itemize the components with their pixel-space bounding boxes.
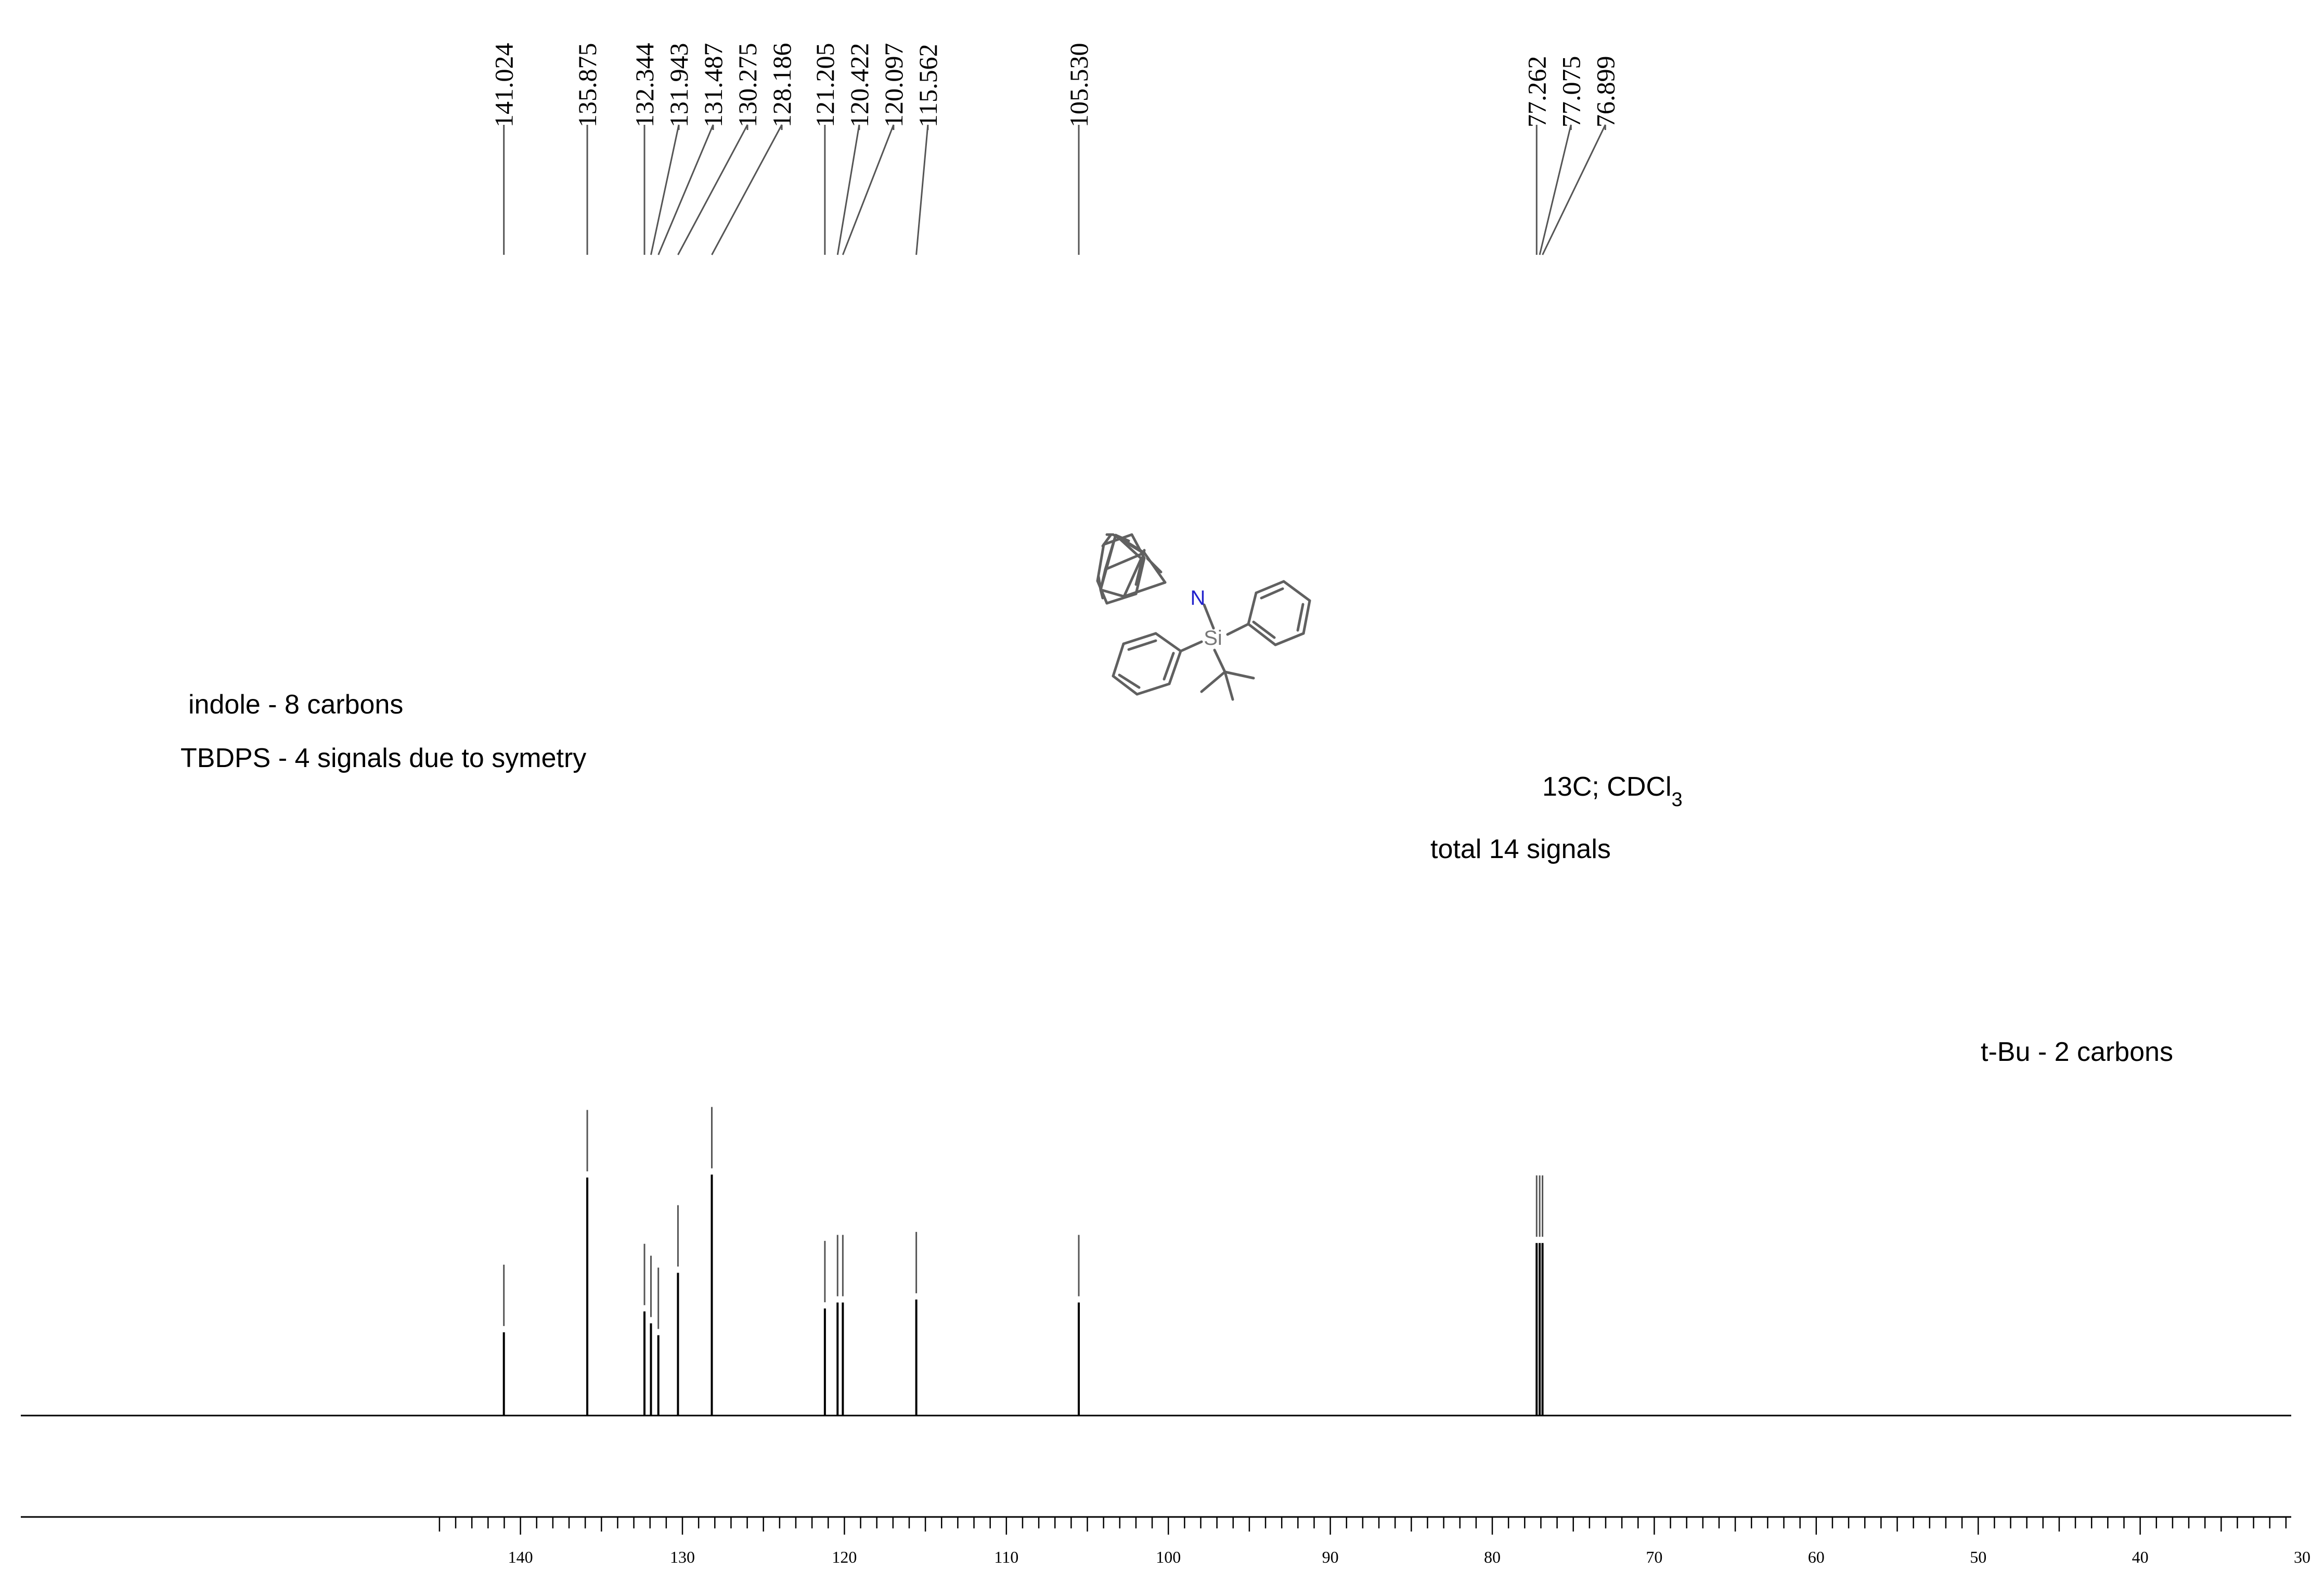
x-tick-label: 130 bbox=[670, 1548, 695, 1566]
peak-label: 77.075 bbox=[1556, 56, 1585, 128]
phenyl-right bbox=[1226, 580, 1311, 646]
spectrum-peaks bbox=[502, 1107, 1544, 1416]
peak-label: 76.899 bbox=[1591, 56, 1620, 128]
x-tick-label: 140 bbox=[508, 1548, 533, 1566]
peak-label-leader bbox=[1542, 124, 1606, 255]
peak-label: 135.875 bbox=[573, 43, 602, 128]
peak-label: 120.422 bbox=[845, 43, 874, 128]
peak-label: 131.943 bbox=[664, 43, 693, 128]
bond-n-si bbox=[1203, 603, 1215, 630]
peak-label-leader bbox=[657, 124, 714, 255]
x-tick-label: 110 bbox=[994, 1548, 1018, 1566]
x-tick-label: 80 bbox=[1484, 1548, 1501, 1566]
x-tick-label: 30 bbox=[2294, 1548, 2310, 1566]
peak-label: 128.186 bbox=[767, 43, 796, 128]
peak-label: 130.275 bbox=[733, 43, 762, 128]
x-tick-label: 70 bbox=[1646, 1548, 1662, 1566]
peak-label: 131.487 bbox=[699, 43, 728, 128]
x-tick-label: 100 bbox=[1156, 1548, 1181, 1566]
x-tick-label: 90 bbox=[1322, 1548, 1339, 1566]
peak-label: 121.205 bbox=[810, 43, 840, 128]
x-tick-label: 60 bbox=[1808, 1548, 1825, 1566]
peak-label: 120.097 bbox=[879, 43, 908, 128]
peak-labels: 141.024 135.875 132.344 131.943 131.487 130.2… bbox=[489, 43, 1620, 255]
peak-label-leader bbox=[677, 124, 748, 255]
phenyl-left bbox=[1112, 632, 1203, 696]
peak-label-leader bbox=[650, 124, 680, 255]
annotation-solvent-main: 13C; CDCl bbox=[1542, 772, 1672, 802]
silicon-atom-label: Si bbox=[1204, 627, 1222, 650]
indole-benzene bbox=[1096, 533, 1146, 605]
x-axis: 140130120110100908070605040302010 bbox=[438, 1517, 2310, 1566]
peak-label: 132.344 bbox=[630, 43, 659, 128]
x-tick-label: 40 bbox=[2132, 1548, 2149, 1566]
annotation-total: total 14 signals bbox=[1430, 834, 1611, 864]
peak-label-leader bbox=[915, 124, 929, 255]
annotation-solvent: 13C; CDCl3 bbox=[1542, 772, 1683, 811]
annotation-tbdps: TBDPS - 4 signals due to symetry bbox=[180, 743, 586, 773]
peak-label-leader bbox=[842, 124, 895, 255]
molecule-structure: N Si bbox=[1096, 533, 1311, 701]
peak-label: 105.530 bbox=[1064, 43, 1093, 128]
peak-label: 77.262 bbox=[1522, 56, 1551, 128]
peak-label: 141.024 bbox=[489, 43, 519, 128]
peak-label-leader bbox=[836, 124, 860, 255]
x-tick-label: 120 bbox=[832, 1548, 857, 1566]
annotation-solvent-subscript: 3 bbox=[1672, 789, 1683, 811]
annotation-indole: indole - 8 carbons bbox=[188, 690, 403, 720]
x-tick-label: 50 bbox=[1970, 1548, 1986, 1566]
peak-label-leader bbox=[1539, 124, 1572, 255]
peak-label-leader bbox=[711, 124, 783, 255]
nitrogen-atom-label: N bbox=[1191, 587, 1206, 609]
peak-label: 115.562 bbox=[913, 44, 943, 127]
annotation-tbu: t-Bu - 2 carbons bbox=[1981, 1037, 2173, 1067]
tert-butyl bbox=[1200, 648, 1255, 701]
